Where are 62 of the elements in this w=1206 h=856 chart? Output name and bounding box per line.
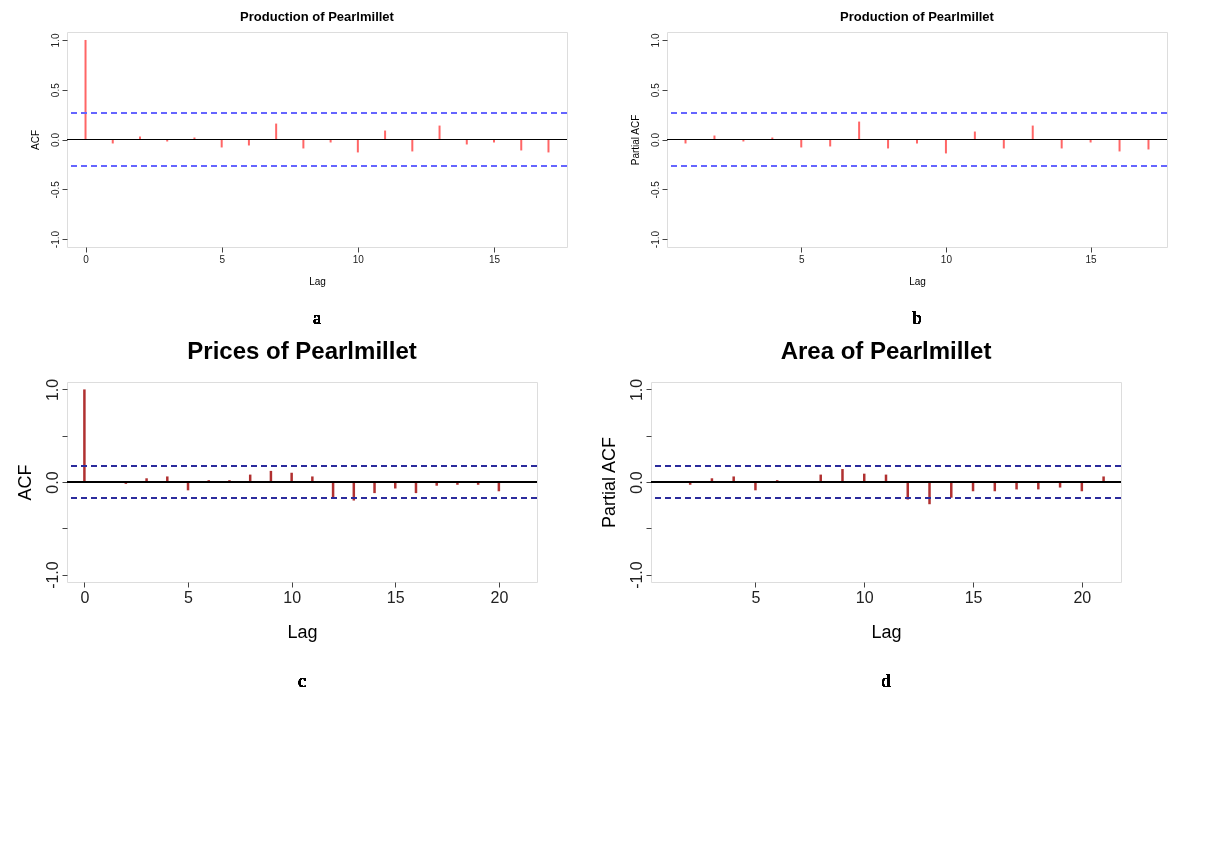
text: c [298,671,306,691]
x-tick-label: 15 [488,253,501,265]
x-axis-title: Lag [871,621,902,642]
bar [438,125,441,140]
bar [411,139,414,152]
bar [520,139,523,151]
chart-title: Production of Pearlmillet [240,9,395,24]
y-tick-label: 1.0 [43,378,61,402]
y-tick-label: -1.0 [627,561,645,589]
x-tick-label: 15 [1085,253,1098,265]
chart-title: Prices of Pearlmillet [187,337,417,365]
bar [290,472,293,482]
x-tick-label: 10 [855,588,874,606]
chart-title: Area of Pearlmillet [780,337,992,365]
bar [1118,139,1121,152]
x-tick-label: 5 [751,588,761,606]
y-tick-label: 0.5 [49,82,61,98]
x-tick-label: 10 [283,588,302,606]
y-tick-label: 1.0 [627,378,645,402]
x-axis-title: Lag [309,275,326,287]
y-tick-label: 1.0 [49,33,61,48]
text: a [313,308,321,328]
y-tick-label: 0.0 [627,471,645,494]
y-tick-label: 0.0 [49,132,61,147]
y-tick-label: -1.0 [49,230,61,249]
y-axis-title: ACF [14,464,35,501]
bar [83,389,86,482]
x-tick-label: 5 [219,253,226,265]
bar [547,139,550,153]
x-tick-label: 0 [83,253,90,265]
x-tick-label: 20 [1073,588,1092,606]
bar [84,39,87,140]
bar [356,139,359,153]
y-tick-label: 0.0 [649,132,661,147]
y-tick-label: 0.5 [649,82,661,98]
y-tick-label: -0.5 [649,180,661,199]
x-tick-label: 5 [184,588,194,606]
y-tick-label: -0.5 [49,180,61,199]
y-tick-label: 0.0 [43,471,61,494]
x-tick-label: 20 [490,588,509,606]
x-axis-title: Lag [909,275,926,287]
x-tick-label: 0 [80,588,90,606]
y-tick-label: 1.0 [649,33,661,48]
text: b [912,308,922,328]
x-tick-label: 10 [940,253,953,265]
chart-title: Production of Pearlmillet [840,9,995,24]
bar [373,482,376,494]
x-axis-title: Lag [287,621,318,642]
bar [944,139,947,154]
y-tick-label: -1.0 [649,230,661,249]
bar [858,121,861,140]
y-tick-label: -1.0 [43,561,61,589]
bar [1031,125,1034,140]
x-tick-label: 15 [386,588,405,606]
y-axis-title: Partial ACF [598,436,619,529]
text: d [881,671,891,691]
x-tick-label: 10 [352,253,365,265]
x-tick-label: 15 [964,588,983,606]
bar [275,123,278,140]
y-axis-title: ACF [29,130,41,150]
x-tick-label: 5 [798,253,805,265]
y-axis-title: Partial ACF [629,114,641,166]
